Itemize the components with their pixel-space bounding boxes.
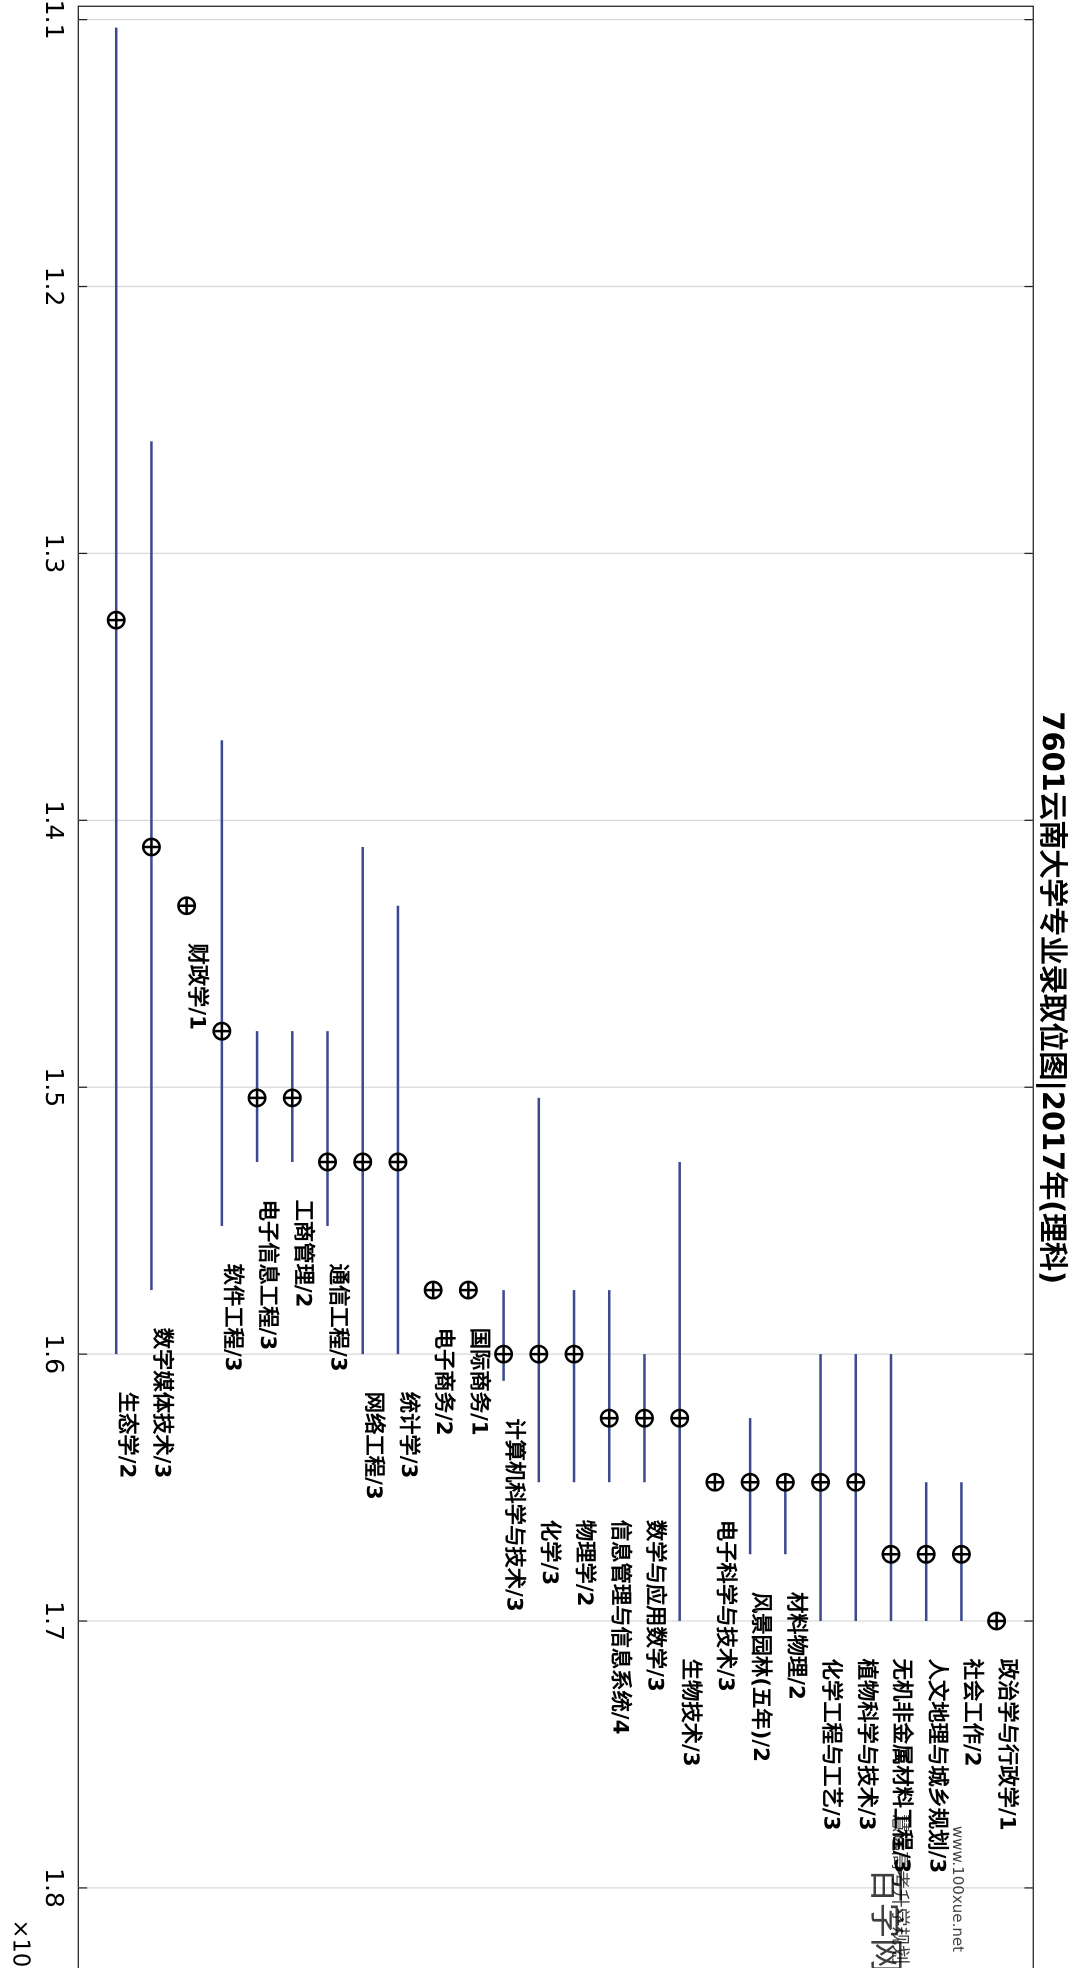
category-label: 软件工程/3 [220, 1264, 246, 1372]
category-label: 电子商务/2 [431, 1328, 457, 1436]
marker [282, 1088, 302, 1108]
marker [846, 1472, 866, 1492]
plot-frame [77, 5, 1034, 1968]
marker [811, 1472, 831, 1492]
category-label: 社会工作/2 [959, 1658, 985, 1767]
marker [740, 1472, 760, 1492]
y-tick-label: 1.8 [40, 1868, 69, 1908]
category-label: 网络工程/3 [361, 1392, 387, 1500]
marker [599, 1408, 619, 1428]
marker [106, 610, 126, 630]
category-label: 生态学/2 [114, 1392, 140, 1479]
category-label: 风景园林(五年)/2 [748, 1592, 774, 1762]
axis-multiplier: ×10⁴ [8, 1920, 34, 1968]
category-label: 化学工程与工艺/3 [819, 1659, 845, 1831]
marker [177, 896, 197, 916]
marker [353, 1152, 373, 1172]
category-label: 电子信息工程/3 [255, 1200, 281, 1351]
y-tick-label: 1.3 [40, 533, 69, 573]
category-label: 材料物理/2 [783, 1592, 809, 1700]
marker [388, 1152, 408, 1172]
category-label: 财政学/1 [185, 943, 211, 1030]
category-label: 通信工程/3 [326, 1264, 352, 1372]
marker [247, 1088, 267, 1108]
marker [705, 1472, 725, 1492]
watermark: 慧远高考升学规划 [889, 1814, 911, 1965]
marker [529, 1344, 549, 1364]
marker [423, 1280, 443, 1300]
watermark: www.100xue.net [949, 1826, 967, 1952]
marker [916, 1544, 936, 1564]
chart-title: 7601云南大学专业录取位图|2017年(理科) [1036, 711, 1070, 1284]
y-tick-label: 1.2 [40, 267, 69, 307]
marker [141, 837, 161, 857]
category-label: 人文地理与城乡规划/3 [924, 1659, 950, 1874]
y-tick-label: 1.5 [40, 1067, 69, 1107]
category-label: 数学与应用数学/3 [643, 1520, 669, 1692]
y-tick-label: 1.4 [40, 800, 69, 840]
y-tick-label: 1.7 [40, 1601, 69, 1641]
category-label: 政治学与行政学/1 [995, 1659, 1021, 1831]
category-label: 物理学/2 [572, 1520, 598, 1607]
category-label: 工商管理/2 [290, 1200, 316, 1308]
category-label: 无机非金属材料工程/3 [889, 1659, 915, 1874]
category-label: 统计学/3 [396, 1392, 422, 1479]
marker [494, 1344, 514, 1364]
watermark: 百学网 [865, 1868, 906, 1968]
marker [318, 1152, 337, 1172]
category-label: 生物技术/3 [678, 1659, 704, 1767]
category-label: 电子科学与技术/3 [713, 1520, 739, 1692]
marker [564, 1344, 584, 1364]
category-label: 化学/3 [537, 1520, 563, 1585]
marker [881, 1544, 901, 1564]
category-label: 数字媒体技术/3 [149, 1328, 175, 1479]
marker [458, 1280, 478, 1300]
marker [775, 1472, 795, 1492]
marker [987, 1611, 1007, 1631]
marker [670, 1408, 690, 1428]
y-tick-label: 1.6 [40, 1334, 69, 1374]
category-label: 信息管理与信息系统/4 [607, 1520, 633, 1735]
marker [634, 1408, 654, 1428]
marker [951, 1544, 971, 1564]
category-label: 植物科学与技术/3 [854, 1659, 880, 1831]
category-label: 国际商务/1 [466, 1328, 492, 1436]
marker [212, 1021, 232, 1041]
y-tick-label: 1.1 [40, 0, 69, 40]
category-label: 计算机科学与技术/3 [502, 1418, 528, 1611]
